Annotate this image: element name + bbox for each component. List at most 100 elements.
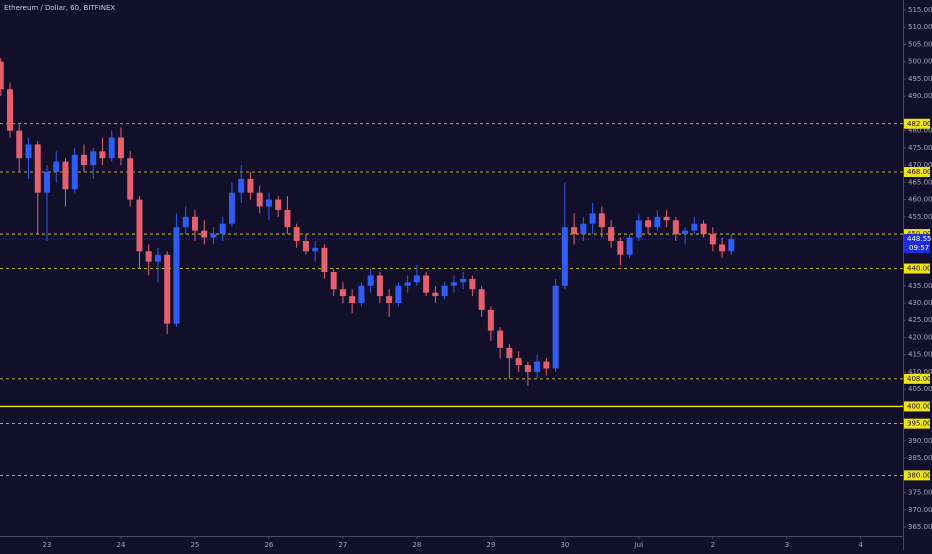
level-label-box: [904, 418, 930, 429]
candle-body: [228, 192, 235, 224]
x-tick-label: 30: [560, 541, 569, 549]
candle-body: [598, 213, 605, 228]
candle-body: [349, 296, 356, 304]
chart-title: Ethereum / Dollar, 60, BITFINEX: [4, 4, 115, 12]
x-tick-label: 2: [711, 541, 715, 549]
y-tick-label: 500.00: [908, 58, 932, 66]
level-label-box: [904, 263, 930, 274]
level-label-box: [904, 470, 930, 481]
candle-body: [432, 292, 439, 297]
y-tick-label: 365.00: [908, 523, 932, 531]
level-label-box: [904, 118, 930, 129]
candle-body: [127, 158, 134, 200]
y-tick-label: 515.00: [908, 6, 932, 14]
candle-body: [395, 285, 402, 304]
candle-body: [117, 137, 124, 159]
candle-body: [469, 278, 476, 290]
candle-body: [265, 199, 272, 207]
level-label: 395.00: [907, 420, 932, 428]
y-tick-label: 435.00: [908, 282, 932, 290]
candle-body: [34, 144, 41, 193]
y-tick-label: 420.00: [908, 333, 932, 341]
level-label-box: [904, 401, 930, 412]
y-tick-label: 425.00: [908, 316, 932, 324]
candle-body: [136, 199, 143, 252]
candle-body: [154, 254, 161, 262]
candle-body: [6, 89, 13, 131]
candle-body: [80, 154, 87, 166]
candle-body: [450, 282, 457, 286]
candle-body: [367, 275, 374, 286]
candle-body: [608, 227, 615, 241]
level-label: 482.00: [907, 120, 932, 128]
candle-body: [339, 289, 346, 297]
x-tick-label: 24: [117, 541, 126, 549]
candle-body: [497, 330, 504, 348]
candle-body: [358, 285, 365, 304]
candle-body: [728, 239, 735, 252]
x-tick-label: 3: [785, 541, 789, 549]
y-tick-label: 465.00: [908, 178, 932, 186]
candle-body: [238, 178, 245, 193]
candle-body: [145, 251, 152, 262]
candle-body: [719, 244, 726, 252]
candle-body: [626, 237, 633, 255]
candle-body: [441, 285, 448, 297]
candle-body: [191, 216, 198, 231]
candle-body: [709, 234, 716, 245]
candle-body: [182, 216, 189, 228]
candle-body: [413, 275, 420, 283]
candle-body: [53, 161, 60, 173]
y-tick-label: 415.00: [908, 351, 932, 359]
y-tick-label: 490.00: [908, 92, 932, 100]
candle-body: [580, 223, 587, 235]
candle-body: [302, 240, 309, 252]
x-tick-label: 23: [43, 541, 52, 549]
candle-body: [682, 230, 689, 235]
candle-body: [173, 227, 180, 324]
candle-body: [478, 289, 485, 310]
y-tick-label: 370.00: [908, 506, 932, 514]
candle-body: [663, 216, 670, 221]
x-tick-label: 27: [338, 541, 347, 549]
level-label: 400.00: [907, 402, 932, 410]
candle-body: [423, 275, 430, 293]
candle-body: [247, 178, 254, 193]
y-tick-label: 475.00: [908, 144, 932, 152]
candle-body: [617, 240, 624, 255]
y-tick-label: 480.00: [908, 127, 932, 135]
candle-body: [534, 361, 541, 372]
candle-body: [524, 365, 531, 372]
x-tick-label: 29: [486, 541, 495, 549]
candle-body: [654, 216, 661, 228]
candle-body: [62, 161, 69, 190]
candle-body: [201, 230, 208, 238]
x-tick-label: Jul: [634, 541, 644, 549]
candle-body: [99, 151, 106, 159]
y-tick-label: 505.00: [908, 40, 932, 48]
candle-body: [589, 213, 596, 224]
candle-body: [219, 223, 226, 235]
level-label: 380.00: [907, 471, 932, 479]
candle-body: [108, 137, 115, 159]
candle-body: [645, 220, 652, 228]
candle-body: [90, 151, 97, 166]
candle-body: [635, 220, 642, 238]
candle-body: [404, 282, 411, 286]
y-tick-label: 510.00: [908, 23, 932, 31]
y-tick-label: 430.00: [908, 299, 932, 307]
candle-body: [210, 234, 217, 238]
candle-body: [460, 278, 467, 283]
level-label: 408.00: [907, 375, 932, 383]
candle-body: [672, 220, 679, 235]
candle-body: [700, 223, 707, 235]
candle-body: [293, 227, 300, 241]
candle-body: [25, 144, 32, 159]
candle-body: [164, 254, 171, 324]
y-tick-label: 455.00: [908, 213, 932, 221]
y-tick-label: 410.00: [908, 368, 932, 376]
x-tick-label: 28: [412, 541, 421, 549]
x-tick-label: 25: [190, 541, 199, 549]
